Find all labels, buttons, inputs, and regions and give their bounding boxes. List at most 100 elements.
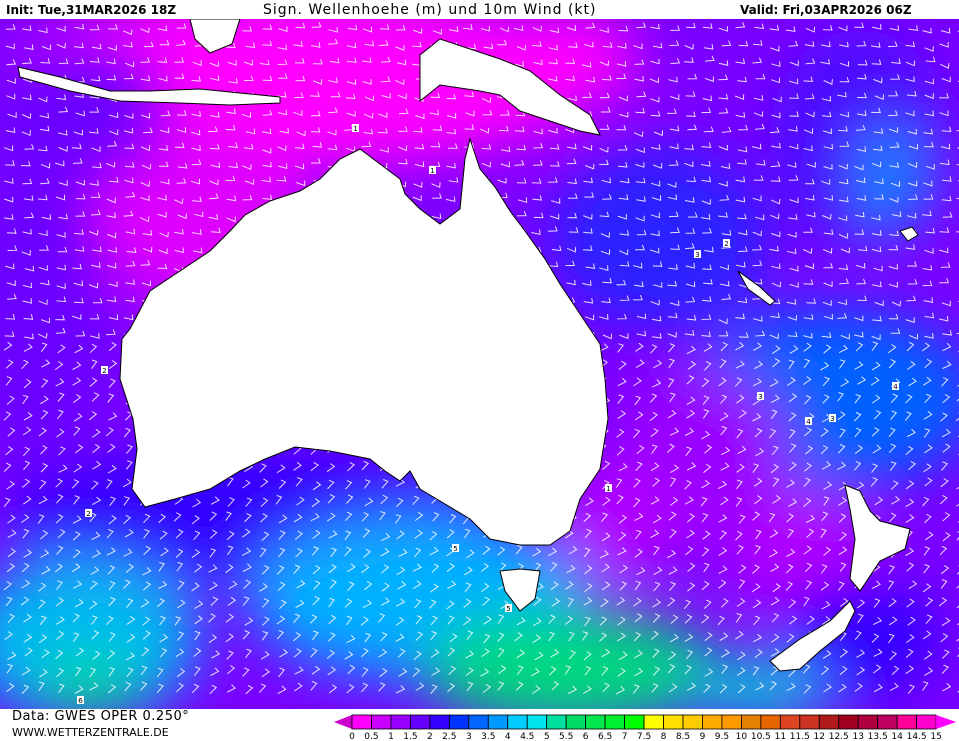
wind-barb [872, 161, 882, 168]
wind-barb [312, 142, 323, 148]
wind-barb [74, 229, 84, 235]
wind-barb [718, 565, 728, 574]
wind-barb [190, 178, 201, 185]
wind-barb [415, 615, 423, 625]
wind-barb [667, 597, 676, 607]
legend-cell [663, 714, 684, 730]
wind-barb [479, 127, 490, 134]
wind-barb [854, 682, 863, 692]
wind-barb [923, 297, 934, 304]
wind-barb [108, 314, 119, 321]
wind-barb [22, 528, 30, 539]
wind-barb [533, 59, 543, 66]
wind-barb [685, 446, 693, 457]
wind-barb [805, 58, 816, 65]
wind-barb [432, 125, 443, 131]
wind-barb [822, 461, 832, 470]
wind-barb [23, 314, 34, 320]
wind-barb [772, 495, 781, 504]
wind-barb [838, 683, 847, 693]
wind-barb [687, 212, 698, 218]
wind-barb [109, 496, 117, 507]
wind-barb [72, 613, 80, 623]
wind-barb [295, 75, 306, 82]
wind-barb [873, 648, 883, 657]
wind-barb [533, 562, 542, 573]
wind-barb [599, 314, 609, 320]
wind-barb [905, 41, 915, 48]
wind-barb [599, 211, 610, 218]
wind-barb [548, 58, 558, 65]
wind-barb [806, 528, 815, 538]
wind-barb [602, 496, 611, 506]
wind-barb [652, 42, 663, 49]
wind-barb [788, 175, 799, 181]
wind-barb [942, 443, 951, 453]
wind-barb [23, 412, 33, 421]
wind-barb [617, 161, 628, 168]
wind-barb [770, 409, 778, 420]
wind-barb [122, 29, 133, 36]
wind-barb [584, 192, 595, 198]
wind-barb [397, 93, 407, 100]
wind-barb [940, 27, 951, 34]
wind-barb [823, 496, 830, 506]
wind-barb [465, 110, 475, 117]
wind-barb [890, 328, 901, 334]
wind-barb [789, 282, 799, 288]
legend-label: 14.5 [907, 732, 927, 741]
wind-barb [465, 650, 475, 659]
wind-barb [344, 651, 354, 660]
wind-barb [329, 57, 340, 64]
wind-barb [514, 160, 525, 166]
wind-barb [431, 563, 440, 573]
wind-barb [482, 545, 491, 555]
wind-barb [310, 681, 318, 691]
wind-barb [940, 633, 949, 643]
wind-barb [652, 648, 660, 658]
wind-barb [412, 495, 420, 506]
new-guinea-land [419, 38, 601, 136]
wind-barb [905, 514, 915, 523]
legend-label: 12.5 [829, 732, 849, 741]
wind-barb [821, 179, 831, 185]
wind-barb [925, 227, 936, 234]
wind-barb [669, 496, 679, 506]
wind-barb [140, 181, 150, 188]
wind-barb [686, 314, 697, 321]
wind-barb [429, 546, 439, 556]
wind-barb [633, 632, 642, 642]
wind-barb [906, 212, 917, 219]
wind-barb [448, 177, 459, 183]
wind-barb [836, 461, 847, 471]
wind-barb [770, 298, 781, 305]
wind-barb [821, 332, 832, 338]
fiji-land [899, 226, 919, 242]
wind-barb [787, 528, 795, 539]
wind-barb [907, 279, 918, 285]
wind-barb [380, 494, 389, 505]
wind-barb [635, 162, 645, 168]
wind-barb [703, 683, 711, 694]
wind-barb [616, 279, 627, 286]
wind-barb [40, 178, 50, 185]
wind-barb [771, 112, 781, 119]
wind-barb [616, 446, 625, 456]
wind-barb [806, 615, 815, 625]
wind-barb [532, 685, 541, 695]
wind-barb [857, 376, 867, 385]
wind-barb [634, 613, 643, 623]
wind-barb [755, 73, 766, 80]
wind-barb [241, 547, 252, 556]
wind-barb [685, 546, 694, 556]
wind-barb [650, 462, 660, 472]
wind-barb [584, 565, 593, 575]
wind-barb [769, 25, 780, 31]
wind-barb [924, 93, 934, 100]
wind-barb [839, 196, 849, 203]
wind-barb [412, 667, 421, 677]
wind-barb [261, 531, 270, 541]
wind-barb [142, 630, 151, 640]
wind-barb [73, 463, 83, 473]
wind-barb [719, 194, 730, 201]
